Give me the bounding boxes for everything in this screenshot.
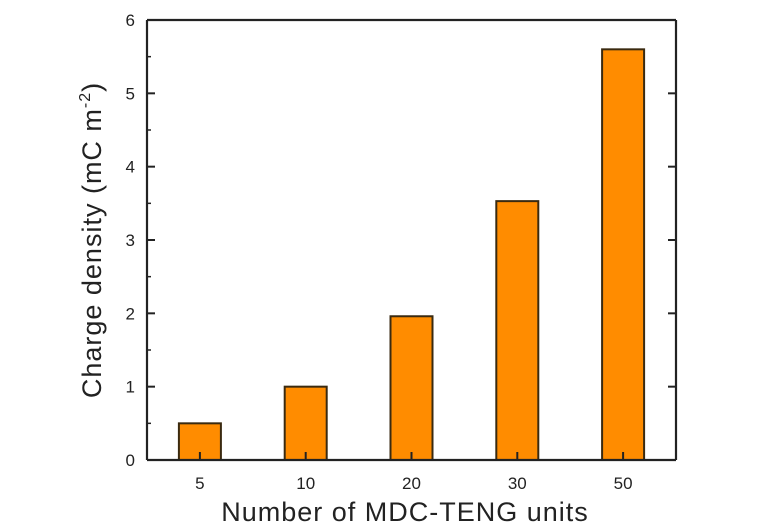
y-tick-label: 4 [126, 158, 135, 177]
bar-10 [283, 385, 328, 461]
bar-50 [601, 48, 646, 461]
x-tick-label: 50 [614, 474, 633, 493]
y-tick-label: 2 [126, 304, 135, 323]
x-axis-title: Number of MDC-TENG units [221, 497, 589, 527]
ticks-layer: 0 1 2 3 4 5 6 5 10 20 30 50 [126, 11, 676, 493]
bar-30 [495, 200, 540, 461]
y-tick-label: 3 [126, 231, 135, 250]
y-axis-title: Charge density (mC m-2) [77, 82, 107, 398]
y-axis-title-main: Charge density (mC m [77, 108, 107, 398]
x-tick-label: 5 [195, 474, 204, 493]
y-tick-label: 6 [126, 11, 135, 30]
x-tick-label: 10 [296, 474, 315, 493]
x-tick-label: 30 [508, 474, 527, 493]
y-tick-label: 1 [126, 378, 135, 397]
bars-layer [177, 48, 646, 462]
bar-20 [389, 315, 434, 461]
y-axis-title-close: ) [77, 82, 107, 92]
y-tick-label: 5 [126, 84, 135, 103]
y-axis-title-superscript: -2 [77, 92, 94, 108]
y-tick-label: 0 [126, 451, 135, 470]
x-tick-label: 20 [402, 474, 421, 493]
